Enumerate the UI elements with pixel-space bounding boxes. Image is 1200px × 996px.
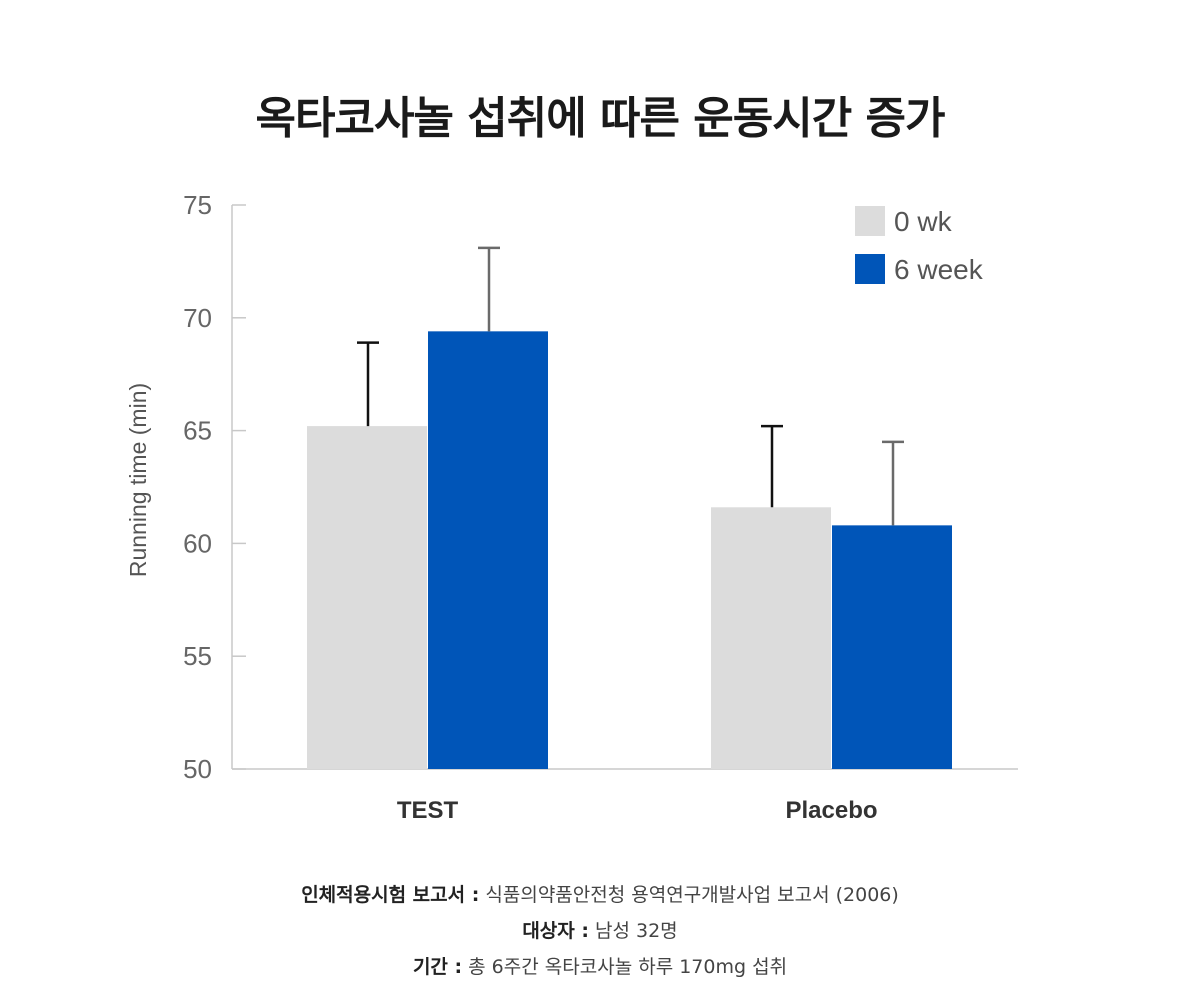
y-tick-label: 75 bbox=[183, 190, 212, 220]
bar bbox=[307, 426, 427, 769]
y-tick-label: 60 bbox=[183, 528, 212, 558]
bar bbox=[711, 507, 831, 769]
chart-title: 옥타코사놀 섭취에 따른 운동시간 증가 bbox=[255, 93, 946, 144]
footnote-period-text: 총 6주간 옥타코사놀 하루 170mg 섭취 bbox=[462, 956, 788, 978]
legend-swatch bbox=[855, 206, 885, 236]
y-tick-label: 55 bbox=[183, 641, 212, 671]
x-tick-label: Placebo bbox=[785, 797, 877, 824]
bar bbox=[428, 331, 548, 769]
footnote-report-text: 식품의약품안전청 용역연구개발사업 보고서 (2006) bbox=[479, 884, 899, 906]
footnote-subjects: 대상자 : 남성 32명 bbox=[0, 916, 1200, 943]
legend-label: 0 wk bbox=[894, 206, 953, 237]
legend-label: 6 week bbox=[894, 254, 984, 285]
footnote-period: 기간 : 총 6주간 옥타코사놀 하루 170mg 섭취 bbox=[0, 952, 1200, 979]
footnote-report: 인체적용시험 보고서 : 식품의약품안전청 용역연구개발사업 보고서 (2006… bbox=[0, 880, 1200, 907]
footnote-report-label: 인체적용시험 보고서 : bbox=[301, 884, 480, 906]
footnote-subjects-text: 남성 32명 bbox=[588, 920, 678, 942]
legend-swatch bbox=[855, 254, 885, 284]
footnote-period-label: 기간 : bbox=[412, 956, 463, 978]
bar bbox=[832, 525, 952, 769]
bar-chart: 50 55 60 65 70 75 Running time (min) TEST Placeb… bbox=[125, 190, 1018, 824]
y-tick-label: 65 bbox=[183, 416, 212, 446]
y-tick-label: 50 bbox=[183, 754, 212, 784]
y-axis-label: Running time (min) bbox=[125, 383, 151, 577]
y-tick-label: 70 bbox=[183, 303, 212, 333]
x-tick-label: TEST bbox=[397, 797, 459, 824]
footnote-subjects-label: 대상자 : bbox=[522, 920, 589, 942]
